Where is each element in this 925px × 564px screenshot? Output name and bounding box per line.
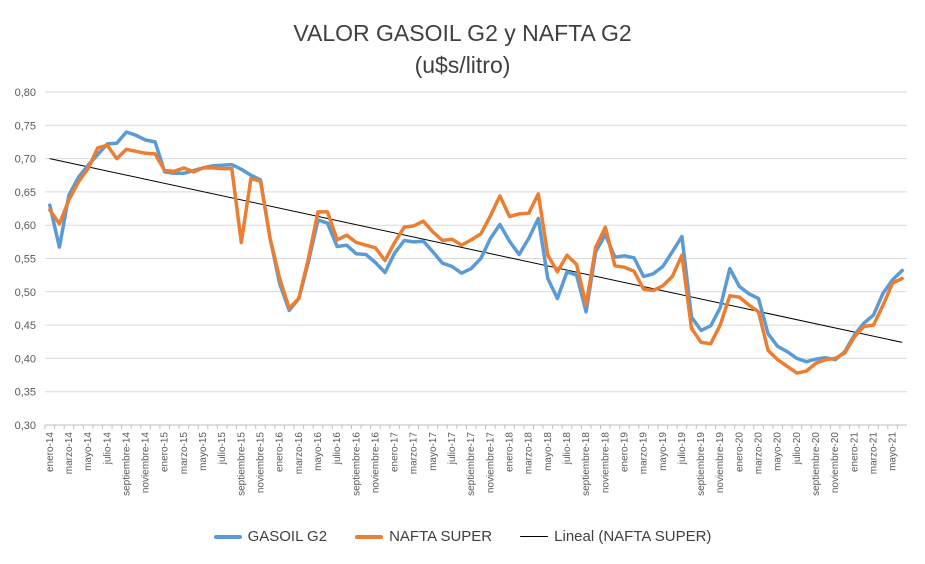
y-tick-label: 0,50 [15, 287, 36, 299]
x-tick-label: julio-14 [102, 432, 113, 466]
x-tick-label: marzo-18 [524, 432, 535, 475]
legend-swatch-gasoil [213, 534, 242, 539]
x-tick-label: marzo-19 [639, 432, 650, 475]
x-tick-label: marzo-20 [754, 432, 765, 475]
y-tick-label: 0,55 [15, 254, 36, 266]
x-tick-label: julio-18 [562, 432, 573, 466]
x-tick-label: mayo-16 [313, 432, 324, 471]
x-tick-label: mayo-17 [428, 432, 439, 471]
series-line-nafta-super [48, 143, 904, 375]
series-lines [48, 130, 904, 375]
trendline-nafta-super [49, 158, 903, 343]
x-tick-label: enero-15 [160, 432, 171, 472]
chart-title: VALOR GASOIL G2 y NAFTA G2 [293, 20, 632, 46]
x-tick-label: noviembre-17 [485, 432, 496, 494]
legend-label-nafta: NAFTA SUPER [389, 528, 493, 545]
x-tick-label: mayo-21 [888, 432, 899, 471]
y-tick-label: 0,45 [15, 320, 36, 332]
legend-swatch-nafta [355, 534, 384, 539]
x-tick-label: marzo-15 [179, 432, 190, 475]
series-line-gasoil-g2 [48, 130, 904, 364]
y-tick-label: 0,60 [15, 220, 36, 232]
x-tick-label: septiembre-19 [696, 432, 707, 496]
x-tick-label: marzo-17 [409, 432, 420, 475]
chart-subtitle: (u$s/litro) [414, 52, 511, 78]
y-tick-label: 0,35 [15, 387, 36, 399]
x-tick-label: noviembre-20 [830, 432, 841, 494]
x-tick-label: noviembre-18 [600, 432, 611, 494]
y-tick-label: 0,75 [15, 120, 36, 132]
x-tick-label: mayo-15 [198, 432, 209, 471]
legend: GASOIL G2 NAFTA SUPER Lineal (NAFTA SUPE… [0, 528, 925, 545]
x-tick-label: julio-19 [677, 432, 688, 466]
x-tick-label: marzo-16 [294, 432, 305, 475]
x-tick-label: septiembre-17 [466, 432, 477, 496]
x-tick-label: noviembre-15 [256, 432, 267, 494]
legend-item-gasoil[interactable]: GASOIL G2 [213, 528, 328, 545]
legend-item-nafta[interactable]: NAFTA SUPER [355, 528, 492, 545]
x-tick-label: septiembre-20 [811, 432, 822, 496]
x-tick-label: enero-20 [734, 432, 745, 472]
x-tick-label: julio-16 [332, 432, 343, 466]
grid-lines [45, 91, 907, 426]
x-tick-label: julio-20 [792, 432, 803, 466]
y-tick-label: 0,65 [15, 187, 36, 199]
legend-label-trendline: Lineal (NAFTA SUPER) [554, 528, 712, 545]
x-tick-label: enero-19 [619, 432, 630, 472]
x-tick-label: mayo-18 [543, 432, 554, 471]
y-tick-label: 0,40 [15, 353, 36, 365]
y-tick-label: 0,70 [15, 154, 36, 166]
x-axis-ticks: enero-14 marzo-14 mayo-14 julio-14 septiembr… [44, 425, 899, 496]
y-tick-label: 0,30 [15, 420, 36, 432]
x-tick-label: julio-17 [447, 432, 458, 466]
legend-label-gasoil: GASOIL G2 [247, 528, 328, 545]
x-tick-label: enero-21 [849, 432, 860, 472]
x-tick-label: septiembre-18 [581, 432, 592, 496]
x-tick-label: septiembre-14 [121, 432, 132, 496]
x-tick-label: julio-15 [217, 432, 228, 466]
x-tick-label: noviembre-19 [715, 432, 726, 494]
x-tick-label: enero-14 [45, 432, 56, 472]
legend-item-trendline[interactable]: Lineal (NAFTA SUPER) [520, 528, 711, 545]
x-tick-label: septiembre-15 [236, 432, 247, 496]
x-tick-label: noviembre-14 [141, 432, 152, 494]
x-tick-label: septiembre-16 [351, 432, 362, 496]
legend-swatch-trendline [520, 536, 549, 537]
x-tick-label: mayo-20 [773, 432, 784, 471]
x-tick-label: marzo-21 [868, 432, 879, 475]
x-tick-label: enero-18 [505, 432, 516, 472]
x-tick-label: marzo-14 [64, 432, 75, 475]
x-tick-label: enero-16 [275, 432, 286, 472]
x-tick-label: noviembre-16 [370, 432, 381, 494]
y-axis-ticks: 0,30 0,35 0,40 0,45 0,50 0,55 0,60 0,65 0,70 0,75… [15, 87, 36, 432]
x-tick-label: mayo-14 [83, 432, 94, 471]
y-tick-label: 0,80 [15, 87, 36, 99]
x-tick-label: enero-17 [390, 432, 401, 472]
x-tick-label: mayo-19 [658, 432, 669, 471]
